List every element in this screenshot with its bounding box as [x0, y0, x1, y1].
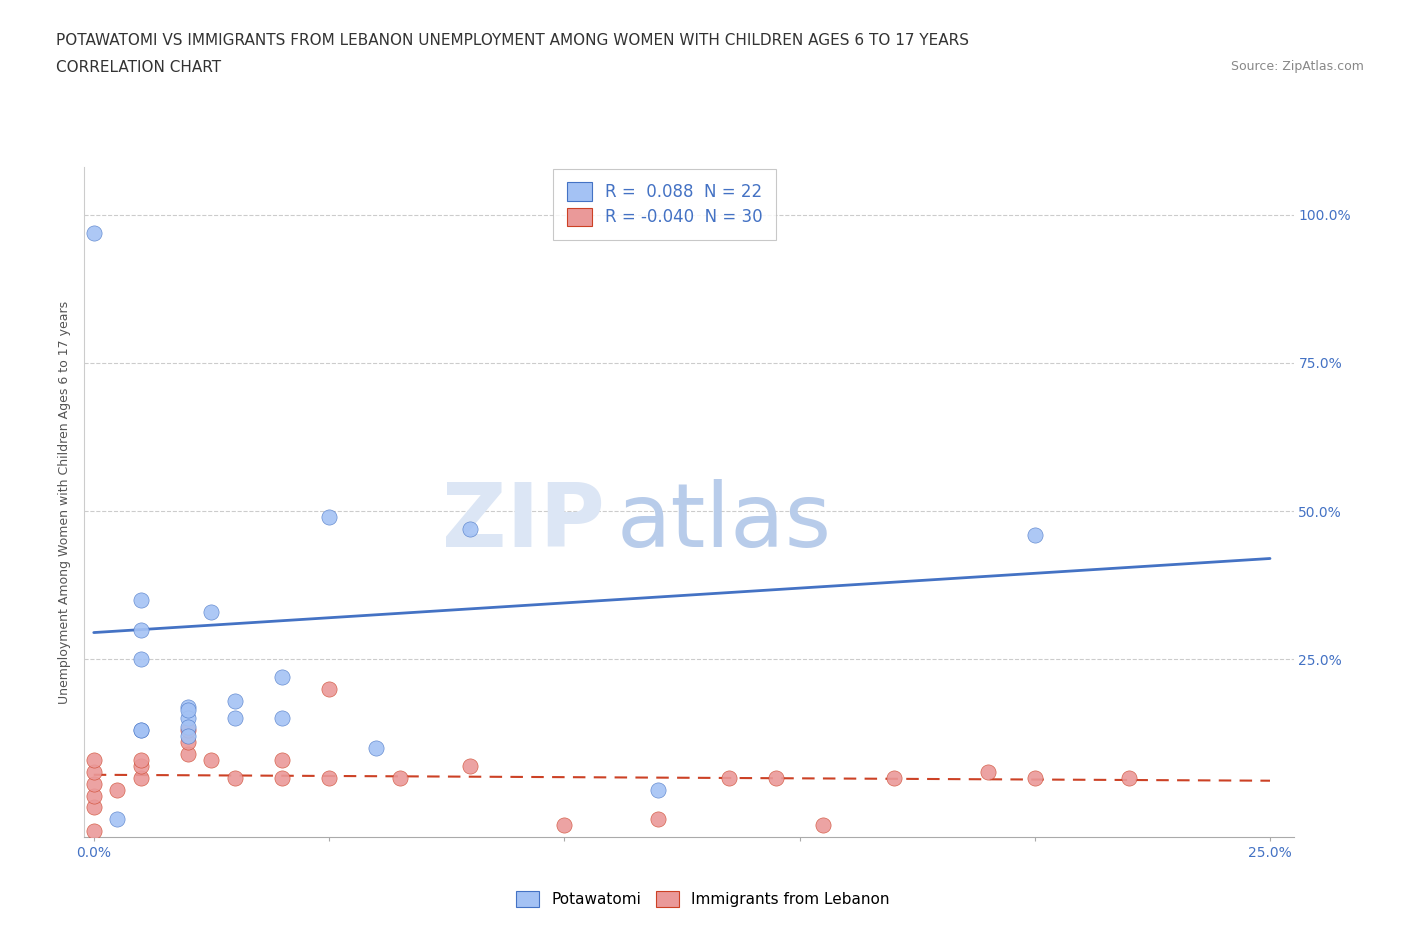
- Point: [1118, 770, 1140, 785]
- Point: [976, 764, 998, 779]
- Point: [271, 770, 294, 785]
- Point: [177, 699, 200, 714]
- Point: [83, 225, 105, 240]
- Point: [318, 770, 340, 785]
- Point: [717, 770, 740, 785]
- Point: [177, 735, 200, 750]
- Point: [129, 759, 152, 774]
- Point: [129, 592, 152, 607]
- Point: [177, 729, 200, 744]
- Point: [224, 693, 246, 708]
- Point: [177, 702, 200, 717]
- Point: [83, 800, 105, 815]
- Point: [318, 510, 340, 525]
- Point: [200, 752, 222, 767]
- Point: [177, 723, 200, 737]
- Point: [129, 652, 152, 667]
- Text: Source: ZipAtlas.com: Source: ZipAtlas.com: [1230, 60, 1364, 73]
- Legend: R =  0.088  N = 22, R = -0.040  N = 30: R = 0.088 N = 22, R = -0.040 N = 30: [554, 169, 776, 240]
- Point: [224, 770, 246, 785]
- Point: [224, 711, 246, 726]
- Point: [458, 759, 481, 774]
- Point: [388, 770, 411, 785]
- Point: [647, 812, 669, 827]
- Point: [647, 782, 669, 797]
- Point: [1024, 770, 1046, 785]
- Point: [83, 824, 105, 839]
- Point: [271, 670, 294, 684]
- Point: [364, 740, 387, 755]
- Text: POTAWATOMI VS IMMIGRANTS FROM LEBANON UNEMPLOYMENT AMONG WOMEN WITH CHILDREN AGE: POTAWATOMI VS IMMIGRANTS FROM LEBANON UN…: [56, 33, 969, 47]
- Point: [458, 522, 481, 537]
- Text: CORRELATION CHART: CORRELATION CHART: [56, 60, 221, 75]
- Point: [105, 782, 128, 797]
- Legend: Potawatomi, Immigrants from Lebanon: Potawatomi, Immigrants from Lebanon: [510, 884, 896, 913]
- Point: [83, 764, 105, 779]
- Point: [177, 711, 200, 726]
- Point: [83, 777, 105, 791]
- Point: [129, 723, 152, 737]
- Point: [83, 788, 105, 803]
- Point: [553, 817, 575, 832]
- Point: [129, 622, 152, 637]
- Point: [1024, 527, 1046, 542]
- Point: [105, 812, 128, 827]
- Y-axis label: Unemployment Among Women with Children Ages 6 to 17 years: Unemployment Among Women with Children A…: [58, 300, 72, 704]
- Point: [129, 752, 152, 767]
- Point: [129, 770, 152, 785]
- Point: [177, 720, 200, 735]
- Point: [318, 682, 340, 697]
- Point: [83, 752, 105, 767]
- Point: [271, 752, 294, 767]
- Point: [200, 604, 222, 619]
- Point: [177, 747, 200, 762]
- Point: [765, 770, 787, 785]
- Text: ZIP: ZIP: [441, 479, 605, 565]
- Point: [811, 817, 834, 832]
- Point: [271, 711, 294, 726]
- Text: atlas: atlas: [616, 479, 831, 565]
- Point: [883, 770, 905, 785]
- Point: [129, 723, 152, 737]
